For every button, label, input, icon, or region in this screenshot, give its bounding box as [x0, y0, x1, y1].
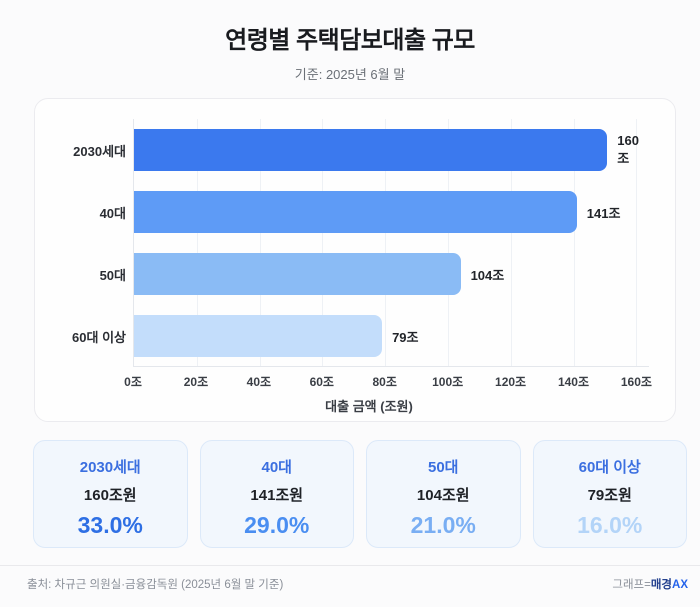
- x-tick-label: 140조: [557, 375, 590, 389]
- summary-card-percent: 21.0%: [410, 512, 476, 538]
- x-tick-label: 60조: [309, 375, 334, 389]
- bar-value-label: 141조: [586, 205, 621, 221]
- chart-card: 2030세대 160조 40대 141조 50대 104조 60대 이상 79조 0조 20조 4…: [34, 98, 676, 422]
- x-tick-label: 120조: [495, 375, 527, 389]
- gridline: [636, 119, 638, 366]
- footer-divider: [0, 565, 700, 566]
- bar-row: 50대 104조: [100, 243, 649, 305]
- x-tick-label: 40조: [246, 375, 272, 389]
- gridline: [322, 119, 324, 366]
- bar-value-label: 160조: [617, 133, 639, 166]
- gridline: [448, 119, 450, 366]
- summary-card-amount: 141조원: [250, 487, 304, 504]
- credit-prefix: 그래프=: [612, 579, 651, 591]
- summary-card-title: 60대 이상: [578, 459, 641, 476]
- summary-card: 2030세대 160조원 33.0%: [33, 440, 188, 548]
- bar-value-label: 104조: [470, 267, 505, 283]
- x-tick-label: 80조: [372, 375, 397, 389]
- summary-card-title: 50대: [428, 459, 459, 476]
- chart-rows: 2030세대 160조 40대 141조 50대 104조 60대 이상 79조: [72, 119, 649, 367]
- graphic-credit: 그래프=매경AX: [612, 576, 688, 592]
- bar-row: 60대 이상 79조: [72, 305, 649, 367]
- bar-row: 2030세대 160조: [73, 119, 649, 181]
- page-title: 연령별 주택담보대출 규모: [225, 27, 475, 54]
- chart-gridlines: [134, 119, 649, 366]
- summary-card: 50대 104조원 21.0%: [366, 440, 521, 548]
- gridline: [510, 119, 512, 366]
- summary-card-percent: 16.0%: [577, 512, 643, 538]
- credit-suffix: AX: [672, 579, 688, 591]
- bar: [134, 191, 577, 233]
- x-tick-label: 0조: [124, 375, 142, 389]
- page-subtitle: 기준: 2025년 6월 말: [294, 67, 406, 82]
- gridline: [573, 119, 575, 366]
- x-axis-label: 대출 금액 (조원): [325, 399, 413, 414]
- gridline: [385, 119, 387, 366]
- source-text: 출처: 차규근 의원실·금융감독원 (2025년 6월 말 기준): [27, 579, 284, 591]
- summary-cards: 2030세대 160조원 33.0% 40대 141조원 29.0% 50대 104조원 21.…: [33, 440, 687, 548]
- credit-brand: 매경: [650, 579, 673, 591]
- bar-category-label: 2030세대: [73, 143, 126, 159]
- summary-card-percent: 29.0%: [244, 512, 310, 538]
- footer: 출처: 차규근 의원실·금융감독원 (2025년 6월 말 기준) 그래프=매경…: [27, 576, 688, 592]
- bar-row: 40대 141조: [100, 181, 649, 243]
- x-tick-label: 20조: [183, 375, 209, 389]
- summary-card: 40대 141조원 29.0%: [199, 440, 354, 548]
- gridline: [196, 119, 198, 366]
- x-tick-label: 160조: [620, 375, 652, 389]
- summary-card-amount: 79조원: [587, 487, 632, 504]
- bar-value-label: 79조: [392, 329, 419, 345]
- bar-category-label: 40대: [99, 205, 126, 221]
- header: 연령별 주택담보대출 규모 기준: 2025년 6월 말: [0, 0, 700, 83]
- x-axis: 0조 20조 40조 60조 80조 100조 120조 140조 160조: [124, 373, 652, 391]
- bar-category-label: 60대 이상: [72, 329, 126, 345]
- bar: [134, 253, 461, 295]
- bar: [134, 129, 608, 171]
- summary-card-amount: 104조원: [416, 487, 470, 504]
- summary-card-title: 40대: [261, 459, 293, 476]
- bar-category-label: 50대: [99, 267, 126, 283]
- bar: [134, 315, 383, 357]
- summary-card: 60대 이상 79조원 16.0%: [532, 440, 687, 548]
- summary-card-percent: 33.0%: [77, 512, 143, 538]
- bar-chart-plot: 2030세대 160조 40대 141조 50대 104조 60대 이상 79조: [72, 119, 649, 367]
- summary-card-amount: 160조원: [83, 487, 137, 504]
- gridline: [259, 119, 261, 366]
- summary-card-title: 2030세대: [79, 459, 141, 476]
- x-tick-label: 100조: [432, 375, 464, 389]
